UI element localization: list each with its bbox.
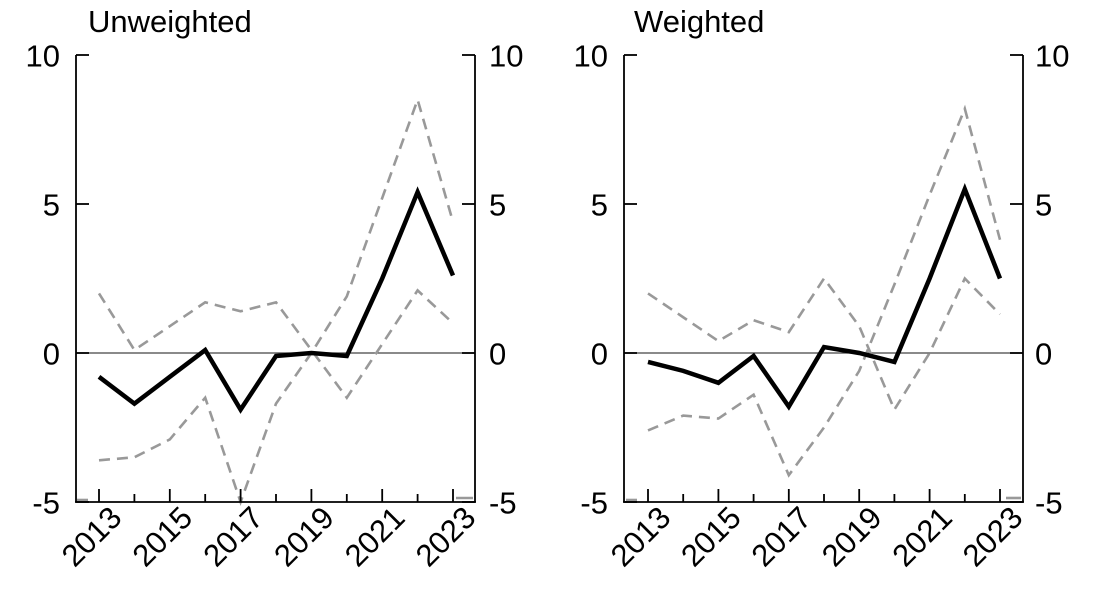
x-tick-label: 2019	[267, 500, 341, 574]
x-tick-label: 2021	[885, 500, 959, 574]
x-tick-label: 2021	[338, 500, 412, 574]
y-tick-label-right: 10	[1035, 39, 1069, 74]
x-tick-label: 2013	[604, 500, 678, 574]
y-tick-label-right: 5	[489, 188, 506, 223]
y-tick-label-right: 0	[489, 337, 506, 372]
series-point-estimate	[647, 182, 1003, 411]
y-tick-label-left: 0	[591, 337, 608, 372]
y-tick-label-left: -5	[580, 486, 608, 521]
series-dashed-band-2	[98, 95, 455, 506]
y-tick-label-left: -5	[32, 486, 60, 521]
y-tick-label-right: -5	[489, 486, 517, 521]
x-tick-label: 2015	[674, 500, 748, 574]
series-point-estimate	[97, 186, 456, 414]
x-tick-label: 2017	[196, 500, 270, 574]
x-tick-label: 2013	[55, 500, 129, 574]
series-dashed-band-1	[647, 276, 1001, 413]
y-tick-label-left: 10	[574, 39, 608, 74]
y-tick-label-right: 0	[1035, 337, 1052, 372]
x-tick-label: 2019	[815, 500, 889, 574]
series-dashed-band-2	[647, 104, 1002, 478]
x-tick-label: 2015	[126, 500, 200, 574]
x-tick-label: 2023	[956, 500, 1030, 574]
y-tick-label-left: 0	[43, 337, 60, 372]
y-tick-label-right: 5	[1035, 188, 1052, 223]
y-tick-label-left: 10	[26, 39, 60, 74]
panel-title: Weighted	[634, 4, 764, 39]
panel-title: Unweighted	[88, 4, 252, 39]
y-tick-label-right: -5	[1035, 486, 1063, 521]
y-tick-label-left: 5	[43, 188, 60, 223]
y-tick-label-left: 5	[591, 188, 608, 223]
x-tick-label: 2023	[409, 500, 483, 574]
series-dashed-band-1	[97, 288, 454, 400]
y-tick-label-right: 10	[489, 39, 523, 74]
x-tick-label: 2017	[745, 500, 819, 574]
